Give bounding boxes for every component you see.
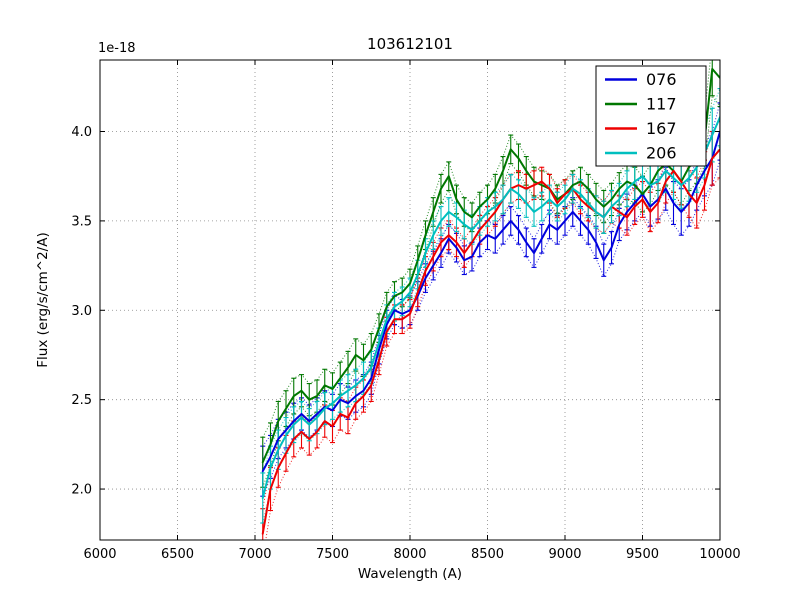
series-167-line — [261, 148, 720, 535]
x-tick-label: 7000 — [238, 547, 271, 562]
x-tick-label: 10000 — [699, 547, 740, 562]
series-076-envelope — [262, 102, 720, 497]
legend-entry-206: 206 — [605, 144, 677, 163]
x-tick-label: 6500 — [161, 547, 194, 562]
legend-box — [595, 65, 707, 167]
legend-entry-117: 117 — [605, 95, 677, 114]
y-tick-label: 2.5 — [71, 393, 92, 408]
x-tick-label: 8000 — [393, 547, 426, 562]
series-167-errorbars — [260, 120, 720, 540]
x-tick-label: 7500 — [316, 547, 349, 562]
y-tick-label: 3.0 — [71, 304, 92, 319]
ticks — [99, 60, 721, 540]
y-tick-label: 2.0 — [71, 483, 92, 498]
x-tick-label: 9500 — [626, 547, 659, 562]
legend: 076 117 167 206 — [595, 65, 707, 167]
y-tick-label: 3.5 — [71, 214, 92, 229]
x-tick-label: 6000 — [83, 547, 116, 562]
series-076-line — [261, 130, 720, 473]
legend-entry-076: 076 — [605, 70, 677, 89]
x-axis-label: Wavelength (A) — [358, 566, 462, 582]
legend-entry-167: 167 — [605, 119, 677, 138]
chart-title: 103612101 — [367, 35, 453, 53]
series-117-line — [261, 67, 720, 464]
y-tick-label: 4.0 — [71, 125, 92, 140]
y-axis-offset-label: 1e-18 — [98, 41, 136, 56]
x-tick-label: 9000 — [548, 547, 581, 562]
legend-label: 076 — [646, 70, 677, 89]
y-axis-label: Flux (erg/s/cm^2/A) — [35, 232, 51, 367]
legend-label: 167 — [646, 119, 677, 138]
legend-label: 117 — [646, 95, 677, 114]
legend-label: 206 — [646, 144, 677, 163]
series-206-line — [261, 116, 720, 499]
tick-labels: 6000 6500 7000 7500 8000 8500 9000 9500 10000 2.0… — [71, 125, 740, 562]
data-region — [260, 60, 720, 540]
x-tick-label: 8500 — [471, 547, 504, 562]
plot-area: 6000 6500 7000 7500 8000 8500 9000 9500 10000 2.0… — [71, 59, 741, 562]
